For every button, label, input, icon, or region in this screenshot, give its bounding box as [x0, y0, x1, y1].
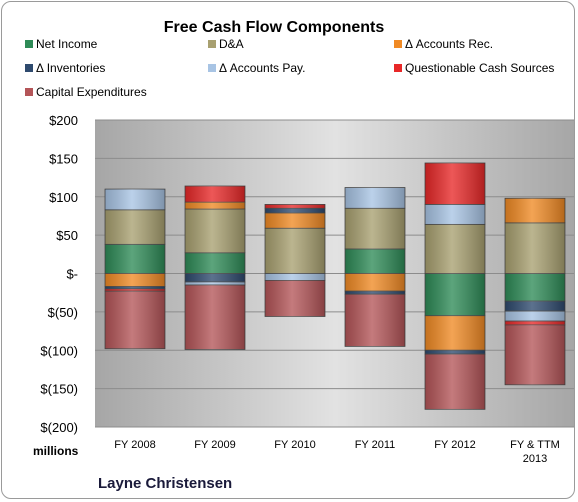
y-tick-label: $(100) [40, 343, 78, 358]
bar-shading [425, 204, 485, 225]
x-axis-ticks: FY 2008 FY 2009 FY 2010 FY 2011 FY 2012 FY & … [114, 439, 560, 465]
bar-shading [345, 291, 405, 295]
legend-swatch-d-a [208, 40, 216, 48]
legend-label-questionable-cash-sources: Questionable Cash Sources [405, 61, 554, 75]
bar-shading [505, 301, 565, 312]
y-tick-label: $150 [49, 151, 78, 166]
chart-title: Free Cash Flow Components [164, 19, 385, 36]
bar-shading [185, 252, 245, 274]
y-tick-label: $200 [49, 113, 78, 128]
bar-shading [265, 273, 325, 281]
bar-shading [265, 208, 325, 213]
y-tick-label: $(200) [40, 420, 78, 435]
bar-shading [265, 212, 325, 229]
legend-swatch-inventories [25, 64, 33, 72]
bar-shading [105, 273, 165, 287]
bar-shading [105, 291, 165, 349]
bars [104, 162, 566, 410]
bar-shading [505, 311, 565, 322]
unit-label: millions [33, 444, 79, 458]
legend-label-capital-expenditures: Capital Expenditures [36, 85, 147, 99]
y-tick-label: $- [66, 267, 78, 282]
legend-swatch-capital-expenditures [25, 88, 33, 96]
x-tick-label: FY 2012 [434, 439, 475, 451]
bar-shading [185, 281, 245, 286]
bar-shading [345, 187, 405, 209]
bar-shading [265, 280, 325, 317]
legend-label-d-a: D&A [219, 37, 244, 51]
author-label: Layne Christensen [98, 475, 232, 492]
x-tick-label: FY & TTM [510, 439, 560, 451]
bar-shading [425, 273, 485, 316]
legend-swatch-accounts-rec [394, 40, 402, 48]
gridlines [95, 119, 574, 428]
bar-shading [345, 208, 405, 249]
bar-shading [105, 286, 165, 289]
bar-shading [425, 162, 485, 205]
y-tick-label: $50 [56, 228, 78, 243]
bar-shading [345, 294, 405, 347]
bar-shading [345, 248, 405, 274]
bar-shading [265, 204, 325, 209]
y-tick-label: $100 [49, 190, 78, 205]
bar-shading [105, 189, 165, 210]
legend-label-inventories: Δ Inventories [36, 61, 105, 75]
y-tick-label: $(150) [40, 382, 78, 397]
legend-swatch-questionable-cash-sources [394, 64, 402, 72]
bar-shading [185, 285, 245, 350]
legend-label-net-income: Net Income [36, 37, 98, 51]
bar-shading [505, 222, 565, 274]
bar-shading [425, 224, 485, 274]
bar-shading [185, 209, 245, 253]
legend-label-accounts-rec: Δ Accounts Rec. [405, 37, 493, 51]
bar-shading [425, 315, 485, 351]
bar-shading [105, 244, 165, 274]
x-tick-label: FY 2008 [114, 439, 155, 451]
y-tick-label: $(50) [48, 305, 78, 320]
legend-swatch-net-income [25, 40, 33, 48]
x-tick-label: FY 2009 [194, 439, 235, 451]
x-tick-label: FY 2011 [355, 439, 396, 451]
bar-shading [345, 273, 405, 292]
bar-shading [105, 288, 165, 292]
bar-shading [425, 350, 485, 355]
legend-label-accounts-pay: Δ Accounts Pay. [219, 61, 306, 75]
bar-shading [505, 198, 565, 223]
bar-shading [505, 324, 565, 385]
bar-shading [425, 354, 485, 410]
bar-shading [265, 228, 325, 274]
bar-shading [185, 273, 245, 282]
bar-shading [105, 209, 165, 245]
legend-swatch-accounts-pay [208, 64, 216, 72]
bar-shading [185, 186, 245, 203]
legend: Net Income D&A Δ Accounts Rec. Δ Inventorie… [25, 37, 554, 99]
bar-shading [185, 202, 245, 210]
bar-shading [505, 321, 565, 325]
bar-shading [505, 273, 565, 302]
x-tick-label: FY 2010 [274, 439, 315, 451]
y-axis-ticks: $200 $150 $100 $50 $- $(50) $(100) $(150) $(200) [40, 113, 78, 435]
x-tick-label: 2013 [523, 453, 547, 465]
